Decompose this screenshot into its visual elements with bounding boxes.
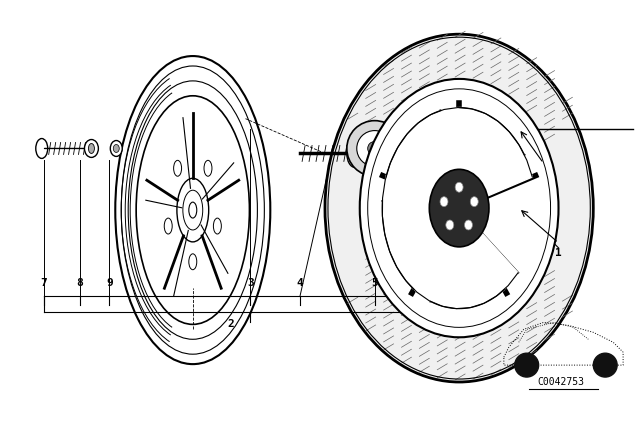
Ellipse shape [360, 79, 559, 337]
Polygon shape [382, 201, 459, 289]
Ellipse shape [465, 220, 472, 230]
Ellipse shape [440, 197, 448, 207]
Ellipse shape [36, 138, 48, 159]
Ellipse shape [368, 142, 381, 155]
Text: 8: 8 [76, 278, 83, 288]
Text: 7: 7 [40, 278, 47, 288]
Ellipse shape [455, 182, 463, 192]
Text: 6: 6 [416, 278, 423, 288]
Text: 1: 1 [555, 248, 562, 258]
Ellipse shape [113, 145, 119, 152]
Ellipse shape [356, 130, 392, 166]
Ellipse shape [429, 169, 489, 247]
Ellipse shape [347, 139, 363, 168]
Text: 2: 2 [227, 319, 234, 329]
Ellipse shape [325, 34, 593, 382]
Ellipse shape [446, 220, 454, 230]
Ellipse shape [189, 254, 196, 270]
Ellipse shape [84, 139, 99, 157]
Ellipse shape [110, 141, 122, 156]
Text: 9: 9 [106, 278, 113, 288]
Text: 4: 4 [297, 278, 303, 288]
Circle shape [515, 353, 539, 377]
Text: 3: 3 [247, 278, 254, 288]
Ellipse shape [88, 143, 95, 154]
Ellipse shape [164, 218, 172, 234]
Ellipse shape [204, 160, 212, 176]
Circle shape [593, 353, 617, 377]
Ellipse shape [136, 96, 250, 324]
Ellipse shape [183, 190, 203, 230]
Ellipse shape [173, 160, 182, 176]
Ellipse shape [397, 124, 442, 173]
Ellipse shape [177, 178, 209, 242]
Text: C0042753: C0042753 [537, 377, 584, 387]
Polygon shape [459, 108, 524, 208]
Text: 5: 5 [371, 278, 378, 288]
Ellipse shape [470, 197, 478, 207]
Ellipse shape [213, 218, 221, 234]
Polygon shape [430, 208, 504, 309]
Ellipse shape [347, 121, 403, 177]
Polygon shape [386, 111, 459, 208]
Polygon shape [383, 108, 532, 309]
Ellipse shape [406, 133, 433, 164]
